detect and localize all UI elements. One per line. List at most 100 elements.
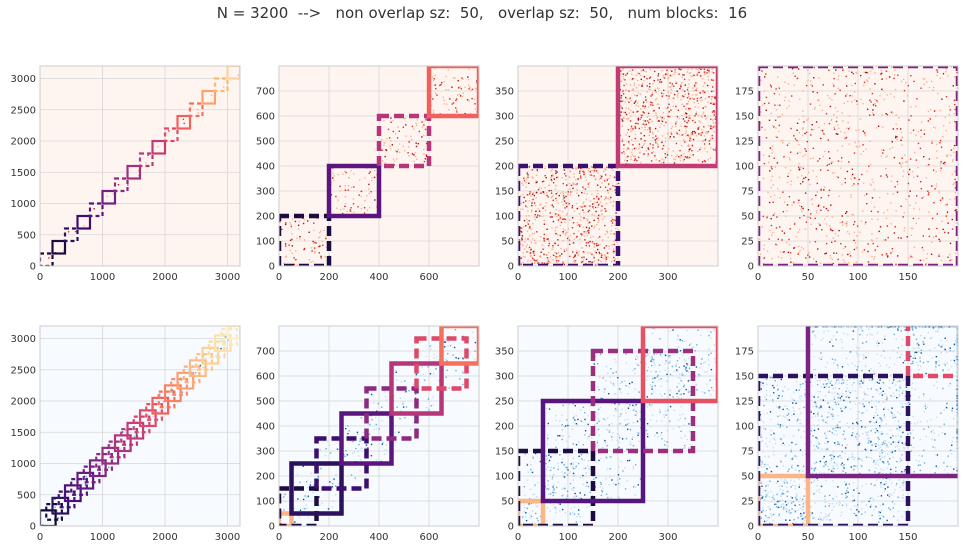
block-outline-13 bbox=[201, 89, 217, 105]
y-tick-label: 2500 bbox=[11, 365, 36, 376]
x-tick-label: 0 bbox=[515, 532, 521, 543]
y-tick-label: 0 bbox=[508, 522, 514, 533]
y-tick-label: 100 bbox=[735, 422, 754, 433]
block-outline-5 bbox=[101, 189, 117, 205]
y-tick-label: 0 bbox=[269, 522, 275, 533]
block-outline-28 bbox=[213, 334, 232, 353]
block-outline-8 bbox=[138, 152, 154, 168]
block-outlines bbox=[40, 66, 240, 266]
block-outline-30 bbox=[226, 326, 240, 340]
x-tick-label: 0 bbox=[755, 532, 761, 543]
y-tick-label: 150 bbox=[495, 447, 514, 458]
block-outline-12 bbox=[188, 102, 204, 118]
axes-frame bbox=[278, 325, 480, 527]
y-tick-label: 1500 bbox=[11, 168, 36, 179]
subplot-1-3: 0 50 100 150 0 25 50 75 100 125 150 175 bbox=[735, 325, 959, 543]
x-tick-label: 150 bbox=[898, 532, 917, 543]
y-tick-label: 600 bbox=[256, 112, 275, 123]
block-outline-23 bbox=[182, 365, 201, 384]
block-outline-1 bbox=[45, 503, 63, 521]
block-outline-25 bbox=[195, 353, 213, 371]
block-outline-21 bbox=[170, 378, 188, 396]
y-tick-label: 25 bbox=[741, 237, 754, 248]
y-tick-label: 250 bbox=[495, 397, 514, 408]
y-tick-label: 2000 bbox=[11, 397, 36, 408]
x-tick-label: 100 bbox=[558, 272, 577, 283]
x-tick-label: 0 bbox=[37, 272, 43, 283]
block-outlines bbox=[518, 66, 718, 266]
y-tick-label: 500 bbox=[256, 137, 275, 148]
y-tick-label: 400 bbox=[256, 162, 275, 173]
y-tick-label: 125 bbox=[735, 397, 754, 408]
block-outline-1 bbox=[758, 373, 911, 526]
x-tick-label: 3000 bbox=[215, 532, 240, 543]
y-tick-label: 0 bbox=[748, 262, 754, 273]
y-tick-label: 1000 bbox=[11, 199, 36, 210]
block-outline-3 bbox=[426, 66, 479, 119]
block-outline-1 bbox=[51, 239, 67, 255]
x-tick-label: 300 bbox=[658, 532, 677, 543]
block-outline-27 bbox=[207, 340, 226, 359]
y-tick-label: 0 bbox=[269, 262, 275, 273]
x-tick-label: 0 bbox=[276, 272, 282, 283]
y-tick-label: 300 bbox=[256, 187, 275, 198]
block-outline-1 bbox=[518, 448, 596, 526]
y-tick-label: 175 bbox=[735, 347, 754, 358]
y-tick-label: 350 bbox=[495, 347, 514, 358]
x-tick-label: 1000 bbox=[90, 272, 115, 283]
subplot-1-2: 0 100 200 300 0 50 100 150 200 250 300 350 bbox=[495, 325, 719, 543]
block-outline-29 bbox=[220, 328, 238, 346]
y-tick-label: 300 bbox=[495, 372, 514, 383]
y-tick-label: 700 bbox=[256, 347, 275, 358]
x-tick-label: 400 bbox=[369, 532, 388, 543]
block-outline-4 bbox=[640, 326, 718, 404]
block-outline-13 bbox=[120, 428, 138, 446]
block-outline-10 bbox=[163, 127, 179, 143]
block-outline-1 bbox=[326, 163, 382, 219]
y-tick-label: 100 bbox=[495, 212, 514, 223]
y-tick-label: 300 bbox=[256, 447, 275, 458]
x-tick-label: 400 bbox=[369, 272, 388, 283]
y-tick-label: 50 bbox=[501, 497, 514, 508]
block-outline-2 bbox=[376, 113, 432, 169]
y-tick-label: 1000 bbox=[11, 459, 36, 470]
block-outline-0 bbox=[758, 473, 811, 526]
axes-frame bbox=[39, 325, 241, 527]
block-outlines bbox=[758, 326, 958, 526]
y-tick-label: 2500 bbox=[11, 105, 36, 116]
block-outline-15 bbox=[132, 415, 151, 434]
subplot-0-0: 0 1000 2000 3000 0 500 1000 1500 2000 2500 3000 bbox=[11, 65, 241, 283]
y-tick-label: 150 bbox=[735, 372, 754, 383]
y-tick-label: 100 bbox=[735, 162, 754, 173]
x-tick-label: 600 bbox=[419, 532, 438, 543]
axes-frame bbox=[517, 325, 719, 527]
block-outline-3 bbox=[57, 490, 76, 509]
y-tick-label: 200 bbox=[256, 212, 275, 223]
y-tick-label: 150 bbox=[735, 112, 754, 123]
x-tick-label: 50 bbox=[802, 272, 815, 283]
axes-frame bbox=[39, 65, 241, 267]
x-tick-label: 0 bbox=[276, 532, 282, 543]
y-tick-label: 500 bbox=[256, 397, 275, 408]
block-outlines bbox=[279, 66, 479, 266]
x-tick-label: 0 bbox=[755, 272, 761, 283]
x-tick-label: 100 bbox=[558, 532, 577, 543]
block-outlines bbox=[40, 326, 240, 526]
block-outline-14 bbox=[126, 421, 145, 440]
y-tick-label: 100 bbox=[256, 237, 275, 248]
y-tick-label: 0 bbox=[508, 262, 514, 273]
block-outline-14 bbox=[213, 77, 229, 93]
block-outline-0 bbox=[518, 163, 621, 266]
block-outline-16 bbox=[138, 409, 157, 428]
block-outline-4 bbox=[63, 484, 82, 503]
block-outline-0 bbox=[279, 511, 294, 526]
y-tick-label: 0 bbox=[30, 522, 36, 533]
y-tick-label: 400 bbox=[256, 422, 275, 433]
block-outline-3 bbox=[76, 214, 92, 230]
y-tick-label: 3000 bbox=[11, 334, 36, 345]
figure-title: N = 3200 --> non overlap sz: 50, overlap… bbox=[216, 4, 748, 22]
y-tick-label: 200 bbox=[495, 162, 514, 173]
y-tick-label: 200 bbox=[256, 472, 275, 483]
block-outline-22 bbox=[176, 371, 195, 390]
